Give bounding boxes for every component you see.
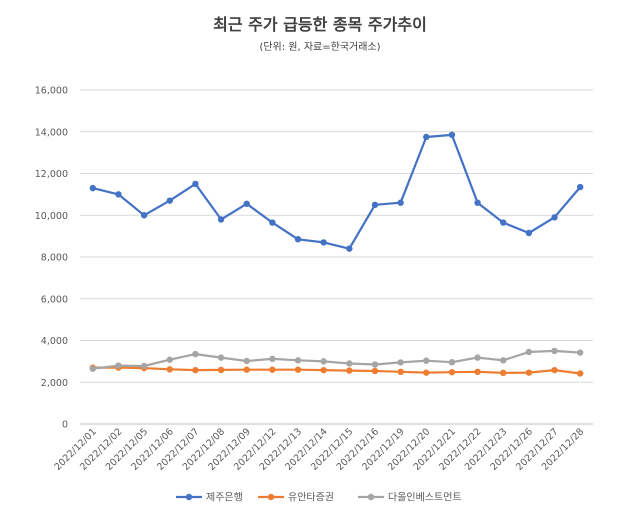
legend-item: 제주은행 [176,492,243,504]
data-point [115,362,122,369]
series-line [91,366,582,375]
data-point [576,370,584,377]
data-point [397,368,404,376]
data-point [474,199,481,206]
data-point [243,200,250,207]
data-point [371,361,379,368]
data-point [269,219,276,226]
y-tick-label: 8,000 [41,253,68,264]
data-point [115,191,122,198]
x-axis-ticks: 2022/12/012022/12/022022/12/052022/12/06… [52,426,586,473]
legend-marker [185,493,193,501]
series-2 [89,347,584,372]
data-point [423,369,430,376]
data-point [576,183,584,191]
y-tick-label: 0 [62,420,68,431]
data-point [525,229,533,237]
legend-marker [367,493,375,501]
data-point [243,366,250,373]
data-point [269,366,276,373]
y-tick-label: 14,000 [35,127,68,138]
data-point [192,180,199,188]
series-0 [89,131,584,252]
y-tick-label: 2,000 [41,378,68,389]
data-point [423,133,430,141]
data-point [371,201,379,209]
data-point [269,355,276,363]
data-point [346,367,353,374]
legend-item: 유안타증권 [258,492,334,504]
data-point [423,357,430,364]
legend: 제주은행 유안타증권 다올인베스트먼트 [176,492,462,504]
data-point [448,359,456,366]
y-axis-ticks: 0 2,000 4,000 6,000 8,000 10,000 12,000 14,000 1… [35,86,68,431]
data-point [166,197,173,204]
y-tick-label: 12,000 [35,169,68,180]
series-1 [89,364,584,377]
data-point [500,219,507,226]
series-group [89,131,584,377]
data-point [166,366,173,373]
chart-title: 최근 주가 급등한 종목 주가추이 [213,15,427,34]
data-point [217,354,225,361]
data-point [140,362,148,370]
chart-subtitle: (단위: 원, 자료=한국거래소) [259,40,380,53]
data-point [243,357,250,365]
data-point [346,360,353,367]
data-point [474,368,481,376]
data-point [397,359,404,366]
data-point [500,369,507,377]
data-point [448,131,456,139]
legend-marker [267,493,275,501]
legend-label: 다올인베스트먼트 [388,492,462,504]
data-point [397,199,404,206]
data-point [294,357,302,364]
data-point [551,214,558,221]
gridlines [80,89,593,425]
y-tick-label: 10,000 [35,211,68,222]
data-point [217,216,225,223]
series-line [91,349,582,370]
data-point [371,367,379,375]
data-point [474,354,481,361]
data-point [576,349,584,356]
legend-label: 유안타증권 [288,492,334,504]
data-point [192,366,199,374]
series-line [91,133,582,250]
y-tick-label: 6,000 [41,294,68,305]
data-point [525,348,533,356]
data-point [320,239,327,246]
data-point [294,366,302,373]
data-point [166,356,173,363]
data-point [140,212,148,219]
data-point [525,369,533,376]
data-point [346,245,353,252]
data-point [320,358,327,365]
data-point [217,366,225,374]
data-point [320,366,327,374]
data-point [551,347,558,355]
data-point [551,366,558,374]
data-point [294,236,302,243]
data-point [448,369,456,376]
data-point [500,357,507,364]
y-tick-label: 16,000 [35,86,68,97]
y-tick-label: 4,000 [41,336,68,347]
data-point [89,365,97,372]
legend-item: 다올인베스트먼트 [358,492,462,504]
data-point [89,184,97,192]
data-point [192,350,199,358]
legend-label: 제주은행 [206,492,243,504]
